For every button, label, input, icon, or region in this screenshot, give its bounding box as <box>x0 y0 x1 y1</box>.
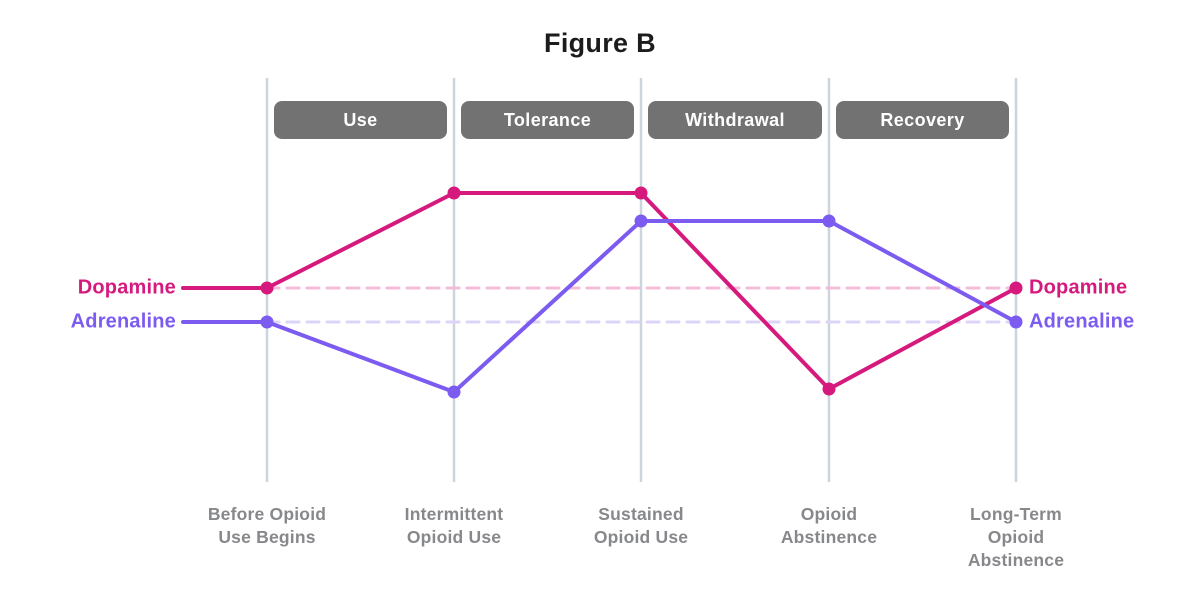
dopamine-data-point <box>822 382 836 396</box>
x-axis-label: Long-Term Opioid Abstinence <box>967 504 1065 570</box>
dopamine-data-point <box>1009 281 1023 295</box>
phase-badge-use: Use <box>274 101 447 139</box>
adrenaline-data-point <box>1009 315 1023 329</box>
x-axis-label: Intermittent Opioid Use <box>404 504 504 547</box>
legend-adrenaline-right: Adrenaline <box>1029 310 1135 333</box>
x-axis-label: Opioid Abstinence <box>780 504 878 547</box>
x-axis-label: Before Opioid Use Begins <box>207 504 327 547</box>
figure-title: Figure B <box>544 28 656 58</box>
adrenaline-data-point <box>447 385 461 399</box>
phase-badge-recovery: Recovery <box>836 101 1009 139</box>
adrenaline-data-point <box>822 214 836 228</box>
adrenaline-data-point <box>260 315 274 329</box>
legend-adrenaline-left: Adrenaline <box>70 310 176 333</box>
legend-dopamine-right: Dopamine <box>1029 276 1128 299</box>
phase-badge-withdrawal: Withdrawal <box>648 101 822 139</box>
dopamine-data-point <box>634 186 648 200</box>
phase-badge-tolerance: Tolerance <box>461 101 634 139</box>
legend-dopamine-left: Dopamine <box>77 276 176 299</box>
dopamine-data-point <box>447 186 461 200</box>
dopamine-data-point <box>260 281 274 295</box>
adrenaline-data-point <box>634 214 648 228</box>
x-axis-label: Sustained Opioid Use <box>593 504 689 547</box>
